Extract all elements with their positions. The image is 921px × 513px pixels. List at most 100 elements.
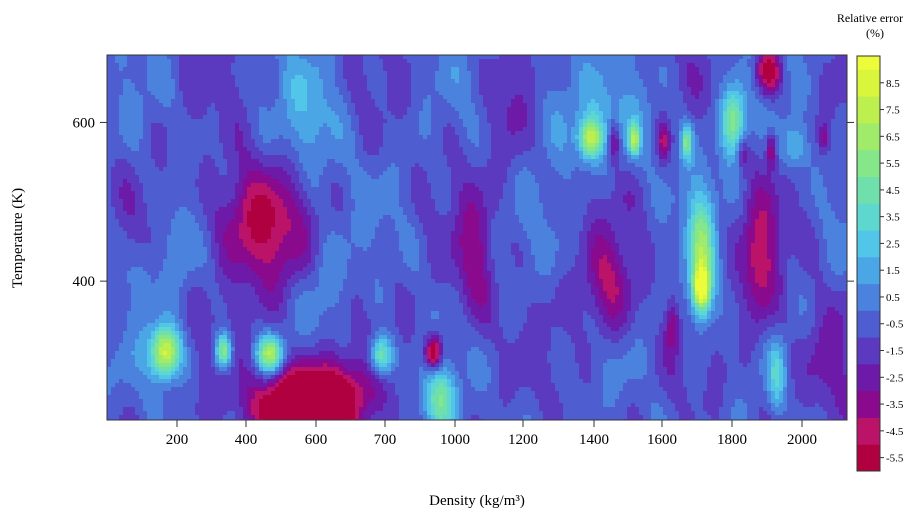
heatmap-cell: [491, 59, 496, 64]
heatmap-cell: [235, 79, 240, 84]
heatmap-cell: [127, 155, 132, 160]
heatmap-cell: [791, 147, 796, 152]
heatmap-cell: [359, 151, 364, 156]
heatmap-cell: [619, 111, 624, 116]
heatmap-cell: [183, 111, 188, 116]
heatmap-cell: [483, 79, 488, 84]
heatmap-cell: [463, 159, 468, 164]
heatmap-cell: [387, 135, 392, 140]
heatmap-cell: [707, 131, 712, 136]
heatmap-cell: [315, 155, 320, 160]
heatmap-cell: [171, 71, 176, 76]
heatmap-cell: [335, 87, 340, 92]
heatmap-cell: [319, 115, 324, 120]
heatmap-cell: [455, 103, 460, 108]
heatmap-cell: [551, 83, 556, 88]
heatmap-cell: [379, 147, 384, 152]
heatmap-cell: [107, 131, 112, 136]
heatmap-cell: [711, 147, 716, 152]
heatmap-cell: [271, 139, 276, 144]
heatmap-cell: [295, 123, 300, 128]
heatmap-cell: [191, 159, 196, 164]
heatmap-cell: [295, 143, 300, 148]
heatmap-cell: [543, 75, 548, 80]
heatmap-cell: [535, 59, 540, 64]
heatmap-cell: [191, 95, 196, 100]
heatmap-cell: [303, 159, 308, 164]
heatmap-cell: [655, 139, 660, 144]
heatmap-cell: [303, 127, 308, 132]
heatmap-cell: [611, 135, 616, 140]
heatmap-cell: [399, 155, 404, 160]
heatmap-cell: [451, 139, 456, 144]
heatmap-cell: [575, 143, 580, 148]
heatmap-cell: [127, 99, 132, 104]
heatmap-cell: [771, 151, 776, 156]
heatmap-cell: [667, 135, 672, 140]
heatmap-cell: [503, 99, 508, 104]
heatmap-cell: [511, 139, 516, 144]
heatmap-cell: [687, 115, 692, 120]
heatmap-cell: [119, 63, 124, 68]
heatmap-cell: [735, 71, 740, 76]
heatmap-cell: [123, 63, 128, 68]
heatmap-cell: [567, 55, 572, 60]
heatmap-cell: [519, 107, 524, 112]
heatmap-cell: [111, 123, 116, 128]
heatmap-cell: [403, 119, 408, 124]
heatmap-cell: [619, 131, 624, 136]
heatmap-cell: [243, 67, 248, 72]
heatmap-cell: [411, 83, 416, 88]
heatmap-cell: [127, 103, 132, 108]
heatmap-cell: [499, 111, 504, 116]
heatmap-cell: [735, 131, 740, 136]
heatmap-cell: [207, 123, 212, 128]
heatmap-cell: [119, 111, 124, 116]
heatmap-cell: [691, 79, 696, 84]
heatmap-cell: [139, 79, 144, 84]
heatmap-cell: [495, 103, 500, 108]
heatmap-cell: [715, 75, 720, 80]
heatmap-cell: [195, 123, 200, 128]
heatmap-cell: [431, 115, 436, 120]
heatmap-cell: [695, 131, 700, 136]
heatmap-cell: [339, 71, 344, 76]
heatmap-cell: [503, 63, 508, 68]
heatmap-cell: [527, 71, 532, 76]
heatmap-cell: [311, 123, 316, 128]
heatmap-cell: [635, 151, 640, 156]
heatmap-cell: [675, 71, 680, 76]
heatmap-cell: [627, 91, 632, 96]
heatmap-cell: [615, 95, 620, 100]
heatmap-cell: [139, 115, 144, 120]
heatmap-cell: [207, 111, 212, 116]
heatmap-cell: [495, 107, 500, 112]
heatmap-cell: [643, 91, 648, 96]
heatmap-cell: [743, 127, 748, 132]
heatmap-cell: [399, 87, 404, 92]
heatmap-cell: [263, 111, 268, 116]
heatmap-cell: [511, 111, 516, 116]
heatmap-cell: [347, 79, 352, 84]
heatmap-cell: [395, 75, 400, 80]
heatmap-cell: [691, 91, 696, 96]
heatmap-cell: [671, 119, 676, 124]
heatmap-cell: [291, 75, 296, 80]
heatmap-cell: [211, 155, 216, 160]
heatmap-cell: [823, 127, 828, 132]
heatmap-cell: [235, 103, 240, 108]
heatmap-cell: [487, 151, 492, 156]
heatmap-cell: [431, 155, 436, 160]
heatmap-cell: [775, 131, 780, 136]
heatmap-cell: [283, 123, 288, 128]
heatmap-cell: [435, 127, 440, 132]
heatmap-cell: [779, 91, 784, 96]
heatmap-cell: [211, 119, 216, 124]
heatmap-cell: [591, 159, 596, 164]
heatmap-cell: [147, 139, 152, 144]
heatmap-cell: [463, 55, 468, 60]
heatmap-cell: [651, 83, 656, 88]
heatmap-cell: [659, 103, 664, 108]
heatmap-cell: [727, 63, 732, 68]
heatmap-cell: [119, 115, 124, 120]
